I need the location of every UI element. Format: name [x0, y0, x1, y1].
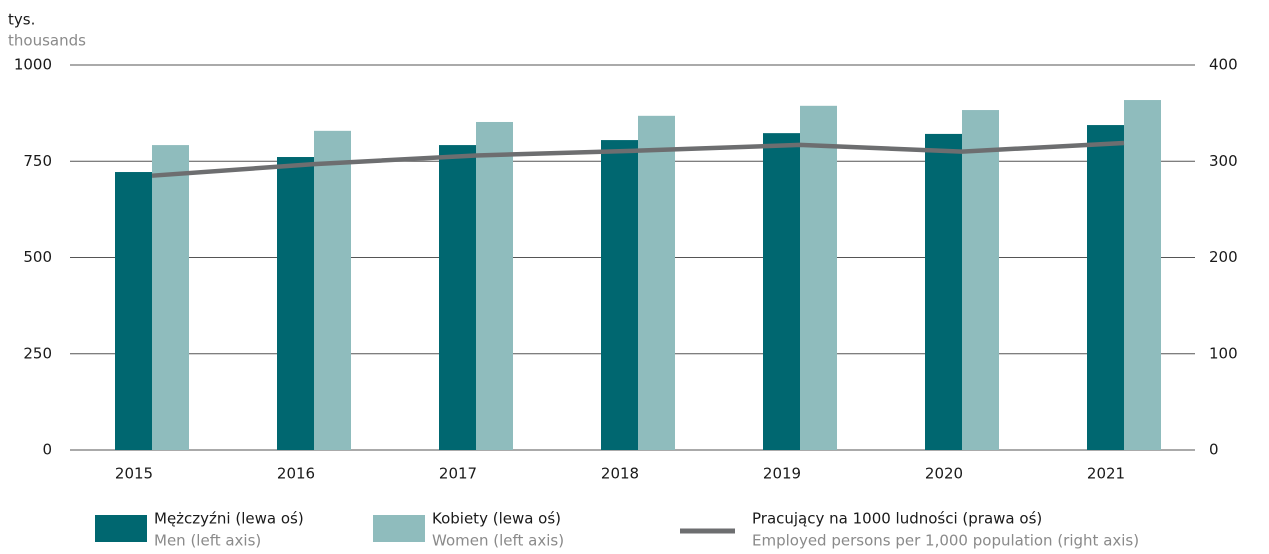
legend-label-en: Men (left axis) — [154, 532, 261, 550]
line — [151, 140, 1125, 178]
legend-swatch — [373, 515, 425, 542]
y-tick-label: 0 — [42, 441, 52, 459]
x-tick-label: 2020 — [925, 465, 963, 483]
legend-label-en: Women (left axis) — [432, 532, 564, 550]
bar — [601, 140, 638, 450]
bar — [1087, 125, 1124, 450]
legend-swatch — [95, 515, 147, 542]
x-tick-label: 2021 — [1087, 465, 1125, 483]
y2-tick-label: 0 — [1209, 441, 1219, 459]
x-tick-label: 2016 — [277, 465, 315, 483]
y2-tick-label: 200 — [1209, 248, 1238, 266]
x-tick-label: 2017 — [439, 465, 477, 483]
y-unit-en: thousands — [8, 32, 86, 50]
bar — [962, 110, 999, 451]
x-tick-label: 2015 — [115, 465, 153, 483]
y-tick-label: 250 — [23, 344, 52, 362]
bar — [1124, 100, 1161, 450]
bar — [439, 145, 476, 450]
bar — [763, 133, 800, 450]
x-tick-label: 2019 — [763, 465, 801, 483]
bar — [277, 157, 314, 450]
bar — [476, 121, 513, 450]
y-unit: tys. — [8, 11, 35, 29]
bar — [152, 145, 189, 450]
y2-tick-label: 300 — [1209, 152, 1238, 170]
y-tick-label: 750 — [23, 152, 52, 170]
bar — [115, 172, 152, 450]
bar — [925, 133, 962, 451]
bar — [638, 115, 675, 450]
bar — [800, 105, 837, 450]
y-tick-label: 500 — [23, 248, 52, 266]
legend-label: Kobiety (lewa oś) — [432, 510, 561, 528]
y2-tick-label: 400 — [1209, 56, 1238, 74]
legend-label-en: Employed persons per 1,000 population (r… — [752, 532, 1139, 550]
x-tick-label: 2018 — [601, 465, 639, 483]
y-tick-label: 1000 — [14, 56, 52, 74]
legend-label: Mężczyźni (lewa oś) — [154, 510, 304, 528]
legend-label: Pracujący na 1000 ludności (prawa oś) — [752, 510, 1042, 528]
bar — [314, 130, 351, 450]
y2-tick-label: 100 — [1209, 344, 1238, 362]
